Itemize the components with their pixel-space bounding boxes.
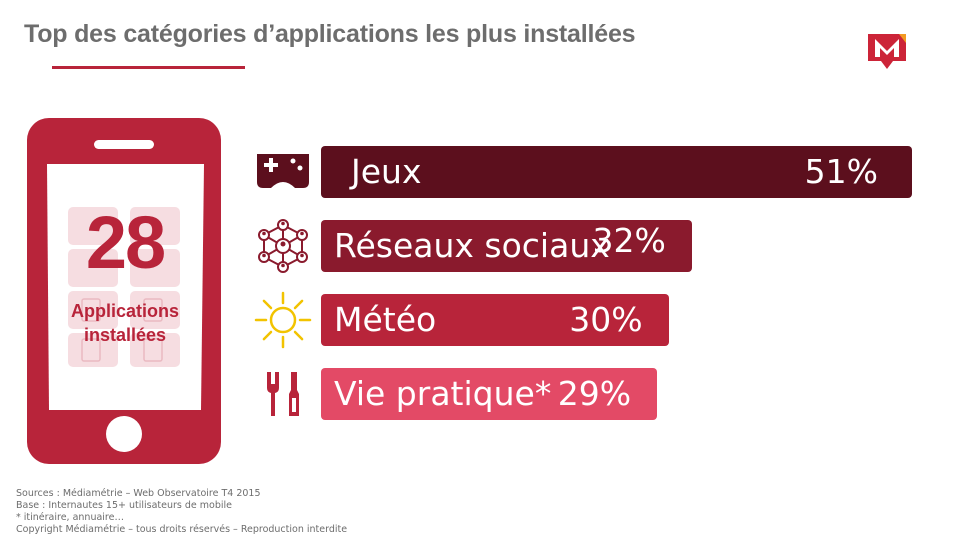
installed-apps-label: Applications installées xyxy=(46,299,204,347)
page-title: Top des catégories d’applications les pl… xyxy=(24,20,636,48)
bar-value-1: 51% xyxy=(804,152,878,191)
bar-4 xyxy=(321,368,658,420)
app-grid-background xyxy=(68,207,180,367)
bar-2 xyxy=(321,220,692,272)
installed-apps-label-line2: installées xyxy=(83,325,167,345)
title-underline xyxy=(52,66,245,69)
sun-icon xyxy=(253,290,313,355)
mediametrie-logo xyxy=(868,34,906,69)
tools-icon xyxy=(253,364,313,429)
installed-apps-count: 28 xyxy=(85,201,166,284)
bar-label-2: Réseaux sociaux xyxy=(334,226,610,265)
installed-apps-label-line1: Applications xyxy=(70,301,179,321)
source-line: Copyright Médiamétrie – tous droits rése… xyxy=(16,524,348,535)
bar-label-1: Jeux xyxy=(351,152,422,191)
bar-label-4: Vie pratique* xyxy=(334,374,552,413)
source-line: * itinéraire, annuaire… xyxy=(16,512,124,523)
bar-value-4: 29% xyxy=(557,374,632,413)
bar-value-2: 32% xyxy=(592,221,666,260)
gamepad-icon xyxy=(253,142,313,207)
sources-note: Sources : Médiamétrie – Web Observatoire… xyxy=(16,488,347,536)
bar-label-3: Météo xyxy=(334,300,437,339)
source-line: Base : Internautes 15+ utilisateurs de m… xyxy=(16,500,232,511)
bar-value-3: 30% xyxy=(569,300,643,339)
source-line: Sources : Médiamétrie – Web Observatoire… xyxy=(16,488,261,499)
bar-1 xyxy=(321,146,912,198)
bar-3 xyxy=(321,294,669,346)
social-network-icon xyxy=(253,216,313,281)
